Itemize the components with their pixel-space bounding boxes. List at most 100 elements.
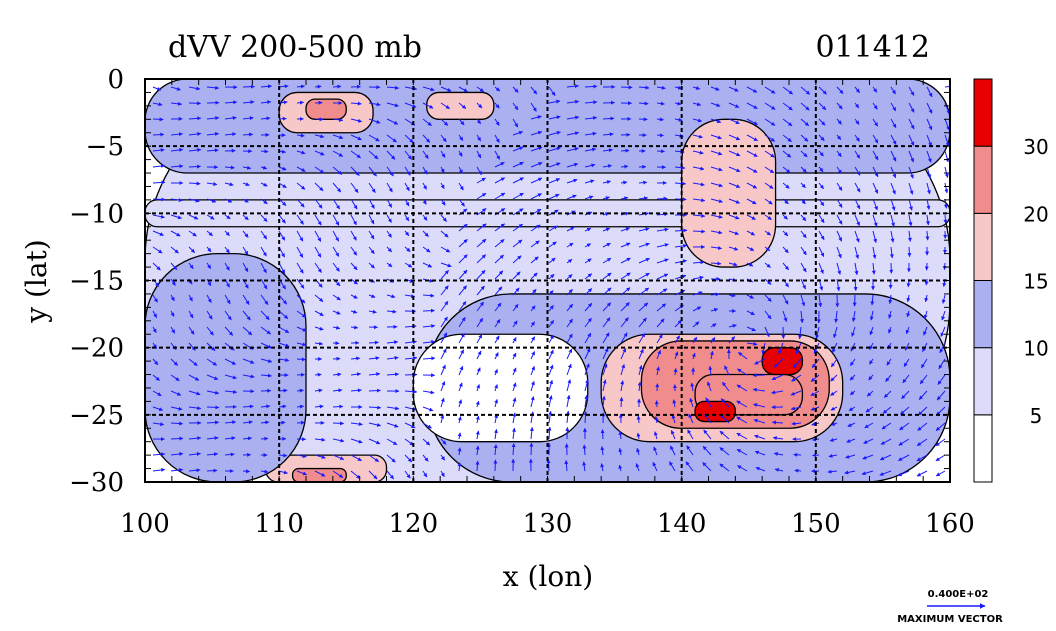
colorbar-segment xyxy=(973,145,993,214)
wind-vector xyxy=(296,100,304,105)
wind-vector xyxy=(260,149,269,154)
wind-vector xyxy=(602,272,612,280)
wind-vector xyxy=(653,431,658,440)
wind-vector xyxy=(422,406,434,412)
wind-vector xyxy=(799,310,804,324)
wind-vector xyxy=(440,381,446,392)
wind-vector xyxy=(260,214,268,222)
wind-vector xyxy=(332,262,340,272)
wind-vector xyxy=(476,350,482,360)
wind-vector xyxy=(566,147,579,152)
wind-vector xyxy=(566,194,577,200)
wind-vector xyxy=(278,100,288,105)
wind-vector xyxy=(800,86,811,95)
wind-vector xyxy=(764,246,771,252)
wind-vector xyxy=(368,166,377,177)
wind-vector xyxy=(332,404,344,409)
wind-vector xyxy=(674,274,687,280)
wind-vector xyxy=(188,310,194,319)
wind-vector xyxy=(653,446,658,456)
wind-vector xyxy=(854,86,860,93)
wind-vector xyxy=(890,134,897,145)
wind-vector xyxy=(746,86,758,93)
wind-vector xyxy=(872,86,878,93)
wind-vector xyxy=(170,214,182,220)
wind-vector xyxy=(692,166,705,171)
wind-vector xyxy=(602,196,610,201)
wind-vector xyxy=(938,358,946,370)
wind-vector xyxy=(902,374,910,384)
wind-vector xyxy=(494,302,502,312)
wind-vector xyxy=(830,390,838,396)
wind-vector xyxy=(476,301,485,312)
wind-vector xyxy=(278,326,290,334)
wind-vector xyxy=(879,470,892,476)
wind-vector xyxy=(296,404,304,409)
wind-vector xyxy=(728,336,736,344)
wind-vector xyxy=(404,389,418,394)
wind-vector xyxy=(836,134,842,141)
wind-vector xyxy=(752,387,766,392)
wind-vector xyxy=(719,463,730,472)
colorbar-segment xyxy=(973,78,993,147)
wind-vector xyxy=(206,116,220,121)
wind-vector xyxy=(800,214,807,222)
wind-vector xyxy=(530,86,538,95)
wind-vector xyxy=(368,182,376,193)
wind-vector xyxy=(368,150,379,160)
wind-vector xyxy=(669,445,676,456)
wind-vector xyxy=(170,390,182,396)
wind-vector xyxy=(314,388,323,393)
wind-vector xyxy=(296,150,306,155)
wind-vector xyxy=(918,390,928,400)
wind-vector xyxy=(782,118,793,127)
wind-vector xyxy=(692,134,703,139)
wind-vector xyxy=(602,379,607,392)
wind-vector xyxy=(582,461,587,472)
wind-vector xyxy=(926,134,932,147)
wind-vector xyxy=(152,230,164,236)
wind-vector xyxy=(851,326,856,337)
wind-vector xyxy=(800,182,806,189)
wind-vector xyxy=(512,303,519,312)
x-tick-label: 130 xyxy=(523,509,573,539)
wind-vector xyxy=(440,438,447,445)
wind-vector xyxy=(925,214,930,226)
colorbar: 5 10 15 20 30 xyxy=(973,78,1049,483)
wind-vector xyxy=(511,427,516,440)
wind-vector xyxy=(368,198,375,209)
wind-vector xyxy=(242,198,249,203)
x-axis: 100 110 120 130 140 150 160 xyxy=(120,79,975,539)
wind-vector xyxy=(548,319,555,328)
wind-vector xyxy=(908,134,915,146)
wind-vector xyxy=(206,230,213,237)
wind-vector xyxy=(792,358,802,369)
wind-vector xyxy=(854,150,861,159)
wind-vector xyxy=(422,150,429,159)
wind-vector xyxy=(368,470,378,480)
wind-vector xyxy=(332,166,343,175)
wind-vector xyxy=(710,214,723,219)
wind-vector xyxy=(206,405,220,410)
wind-vector xyxy=(620,348,627,360)
wind-vector xyxy=(152,132,165,137)
wind-vector xyxy=(548,146,561,152)
wind-vector xyxy=(944,102,950,115)
wind-vector xyxy=(904,342,910,351)
wind-vector xyxy=(386,340,399,345)
wind-vector xyxy=(908,102,915,113)
wind-vector xyxy=(908,182,914,195)
wind-vector xyxy=(638,302,649,312)
wind-vector xyxy=(188,406,202,411)
wind-vector xyxy=(656,227,669,232)
wind-vector xyxy=(422,293,435,298)
wind-vector xyxy=(686,445,694,456)
wind-vector xyxy=(314,150,325,156)
wind-vector xyxy=(170,147,184,152)
wind-vector xyxy=(702,462,712,472)
wind-vector xyxy=(152,262,161,271)
wind-vector xyxy=(566,303,574,312)
wind-vector xyxy=(566,99,580,104)
wind-vector xyxy=(671,414,676,424)
wind-vector xyxy=(296,262,304,274)
